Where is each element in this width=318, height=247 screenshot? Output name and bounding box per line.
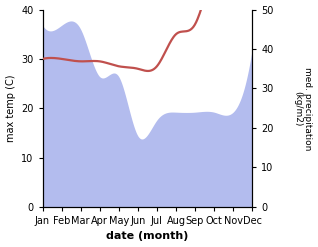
X-axis label: date (month): date (month) (106, 231, 189, 242)
Y-axis label: max temp (C): max temp (C) (5, 74, 16, 142)
Y-axis label: med. precipitation
(kg/m2): med. precipitation (kg/m2) (293, 66, 313, 150)
